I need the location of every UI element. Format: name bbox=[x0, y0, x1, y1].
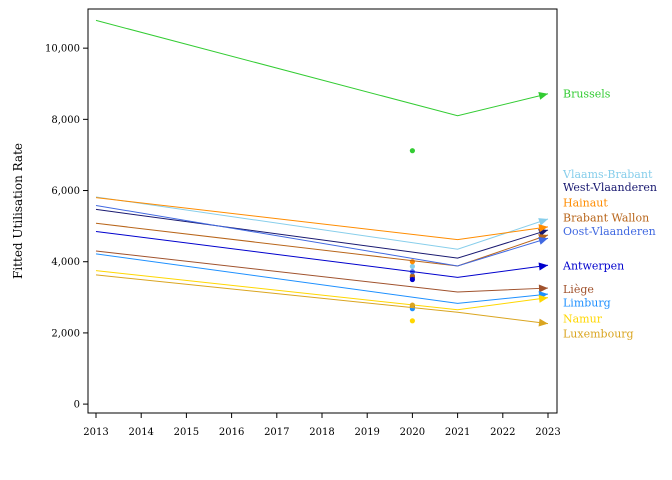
x-axis: 2013 2014 2015 2016 2017 2018 2019 2020 2021 2022… bbox=[83, 413, 561, 438]
observed-point-2020 bbox=[409, 318, 415, 324]
observed-point-2020 bbox=[409, 148, 415, 154]
observed-point-2020 bbox=[409, 263, 415, 269]
observed-point-2020 bbox=[409, 259, 415, 265]
observed-point-2020 bbox=[409, 276, 415, 283]
series-label: Brabant Wallon bbox=[563, 212, 649, 225]
y-axis-title: Fitted Utilisation Rate bbox=[11, 143, 25, 279]
series-line bbox=[95, 253, 549, 304]
series-label: Limburg bbox=[563, 297, 611, 310]
observed-point-2020 bbox=[409, 302, 415, 308]
series-line bbox=[95, 197, 549, 241]
series-layer bbox=[95, 19, 549, 327]
series-label: Antwerpen bbox=[562, 259, 624, 272]
series-label: West-Vlaanderen bbox=[563, 181, 657, 194]
series-line bbox=[95, 274, 549, 325]
x-tick-label: 2019 bbox=[354, 427, 379, 438]
x-tick-label: 2022 bbox=[490, 427, 515, 438]
series-arrowhead bbox=[538, 318, 548, 327]
series-line bbox=[95, 204, 549, 267]
y-tick-label: 4,000 bbox=[51, 257, 80, 268]
series-arrowhead bbox=[538, 262, 548, 271]
series-arrowhead bbox=[538, 284, 548, 293]
series-label: Namur bbox=[563, 312, 603, 325]
x-tick-label: 2014 bbox=[128, 427, 153, 438]
y-axis: 0 2,000 4,000 6,000 8,000 10,000 bbox=[45, 44, 88, 411]
x-tick-label: 2018 bbox=[309, 427, 334, 438]
series-line bbox=[95, 270, 549, 311]
x-tick-label: 2020 bbox=[400, 427, 425, 438]
series-label: Oost-Vlaanderen bbox=[563, 225, 656, 238]
series-label: Vlaams-Brabant bbox=[562, 168, 653, 181]
x-tick-label: 2017 bbox=[264, 427, 289, 438]
series-arrowhead bbox=[538, 294, 548, 303]
series-label: Luxembourg bbox=[563, 328, 634, 341]
series-arrowhead bbox=[538, 237, 548, 245]
y-tick-label: 2,000 bbox=[51, 328, 80, 339]
series-line bbox=[95, 250, 549, 293]
plot-frame bbox=[87, 8, 558, 414]
x-tick-label: 2023 bbox=[535, 427, 560, 438]
x-tick-label: 2015 bbox=[174, 427, 199, 438]
y-tick-label: 6,000 bbox=[51, 186, 80, 197]
series-line bbox=[95, 230, 549, 278]
y-tick-label: 8,000 bbox=[51, 115, 80, 126]
x-tick-label: 2013 bbox=[83, 427, 108, 438]
y-tick-label: 0 bbox=[74, 400, 80, 411]
x-tick-label: 2021 bbox=[445, 427, 470, 438]
series-label: Liège bbox=[563, 283, 594, 296]
series-line bbox=[95, 196, 549, 250]
series-line bbox=[95, 19, 549, 117]
series-arrowhead bbox=[538, 91, 548, 100]
x-tick-label: 2016 bbox=[219, 427, 244, 438]
series-label: Hainaut bbox=[563, 197, 608, 210]
series-arrowhead bbox=[538, 224, 548, 233]
y-tick-label: 10,000 bbox=[45, 44, 80, 55]
series-arrowhead bbox=[538, 218, 548, 226]
series-label: Brussels bbox=[563, 88, 611, 101]
observed-point-2020 bbox=[409, 273, 415, 279]
